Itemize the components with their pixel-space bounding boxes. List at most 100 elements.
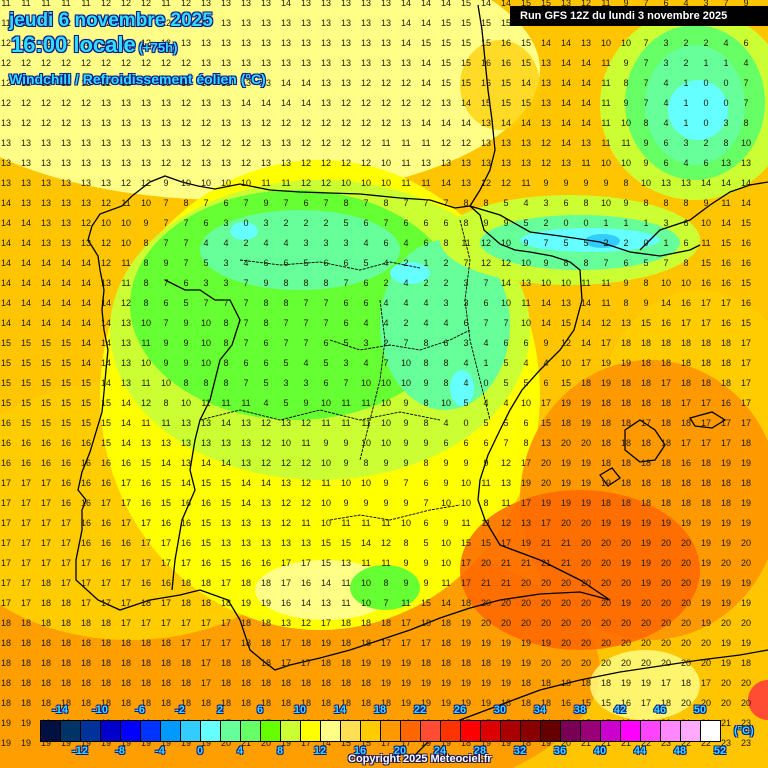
grid-value: 13	[100, 98, 111, 108]
grid-value: 19	[520, 538, 531, 548]
grid-value: 18	[720, 378, 731, 388]
grid-value: 18	[700, 358, 711, 368]
colorbar-bottom-label: 12	[313, 745, 327, 757]
colorbar-top-label: 2	[216, 704, 224, 716]
grid-value: 19	[100, 738, 111, 748]
grid-value: 17	[120, 498, 131, 508]
grid-value: 1	[723, 58, 729, 68]
grid-value: 20	[560, 618, 571, 628]
grid-value: 20	[520, 598, 531, 608]
grid-value: 10	[160, 378, 171, 388]
grid-value: 12	[100, 0, 111, 8]
grid-value: 13	[0, 158, 11, 168]
grid-value: 12	[120, 78, 131, 88]
grid-value: 10	[360, 378, 371, 388]
grid-value: 12	[140, 178, 151, 188]
grid-value: 16	[700, 278, 711, 288]
grid-value: 15	[220, 498, 231, 508]
grid-value: 17	[600, 338, 611, 348]
grid-value: 19	[720, 598, 731, 608]
grid-value: 13	[120, 318, 131, 328]
grid-value: 18	[640, 398, 651, 408]
grid-value: 8	[443, 358, 449, 368]
grid-value: 14	[500, 278, 511, 288]
grid-value: 13	[560, 298, 571, 308]
grid-value: 11	[21, 0, 31, 8]
grid-value: 16	[720, 318, 731, 328]
grid-value: 10	[240, 178, 251, 188]
grid-value: 12	[400, 78, 411, 88]
grid-value: 13	[320, 98, 331, 108]
grid-value: 13	[260, 0, 271, 8]
grid-value: 2	[443, 278, 449, 288]
grid-value: 20	[740, 698, 751, 708]
grid-value: 8	[463, 198, 469, 208]
grid-value: 6	[523, 338, 529, 348]
grid-value: 5	[263, 378, 269, 388]
grid-value: 17	[420, 638, 431, 648]
grid-value: 13	[0, 178, 11, 188]
grid-value: 20	[260, 738, 271, 748]
grid-value: 5	[523, 378, 529, 388]
iberia-east-coast	[469, 205, 611, 601]
grid-value: 6	[323, 378, 329, 388]
grid-value: 17	[680, 398, 691, 408]
grid-value: 15	[640, 318, 651, 328]
grid-value: 18	[40, 638, 51, 648]
grid-value: 17	[400, 638, 411, 648]
grid-value: 17	[280, 658, 291, 668]
grid-value: 9	[503, 218, 509, 228]
grid-value: 12	[140, 0, 151, 8]
grid-value: 18	[100, 678, 111, 688]
grid-value: 17	[0, 558, 11, 568]
grid-value: 8	[723, 138, 729, 148]
grid-value: 13	[60, 218, 71, 228]
grid-value: 12	[380, 538, 391, 548]
grid-value: 12	[120, 0, 131, 8]
grid-value: 9	[403, 558, 409, 568]
grid-value: 9	[183, 358, 189, 368]
grid-value: 0	[463, 418, 469, 428]
grid-value: 7	[243, 198, 249, 208]
grid-value: 13	[400, 58, 411, 68]
grid-value: 19	[640, 538, 651, 548]
grid-value: 18	[700, 498, 711, 508]
grid-value: 18	[260, 658, 271, 668]
colorbar-bottom-label: 44	[633, 745, 647, 757]
grid-value: 13	[100, 158, 111, 168]
grid-value: 0	[703, 98, 709, 108]
grid-value: 17	[140, 538, 151, 548]
grid-value: 13	[240, 538, 251, 548]
grid-value: 13	[400, 118, 411, 128]
grid-value: 12	[120, 58, 131, 68]
grid-value: 3	[723, 118, 729, 128]
grid-value: 10	[500, 298, 511, 308]
grid-value: 6	[183, 278, 189, 288]
grid-value: 10	[140, 358, 151, 368]
grid-value: 11	[221, 398, 231, 408]
grid-value: 15	[540, 0, 551, 8]
grid-value: 19	[120, 738, 131, 748]
grid-value: 4	[403, 278, 409, 288]
grid-value: 18	[300, 638, 311, 648]
grid-value: 5	[643, 258, 649, 268]
grid-value: 19	[540, 498, 551, 508]
grid-value: 14	[80, 358, 91, 368]
grid-value: 13	[300, 0, 311, 8]
grid-value: 12	[100, 198, 111, 208]
grid-value: 4	[523, 358, 529, 368]
grid-value: 13	[480, 158, 491, 168]
grid-value: 13	[220, 98, 231, 108]
grid-value: 5	[463, 398, 469, 408]
grid-value: 10	[520, 258, 531, 268]
grid-value: 11	[361, 398, 371, 408]
grid-value: 8	[383, 198, 389, 208]
grid-value: 18	[180, 678, 191, 688]
grid-value: 20	[720, 558, 731, 568]
grid-value: 18	[360, 698, 371, 708]
grid-value: 13	[200, 58, 211, 68]
grid-value: 18	[240, 658, 251, 668]
grid-value: 4	[483, 338, 489, 348]
grid-value: 19	[380, 678, 391, 688]
grid-value: 17	[720, 418, 731, 428]
